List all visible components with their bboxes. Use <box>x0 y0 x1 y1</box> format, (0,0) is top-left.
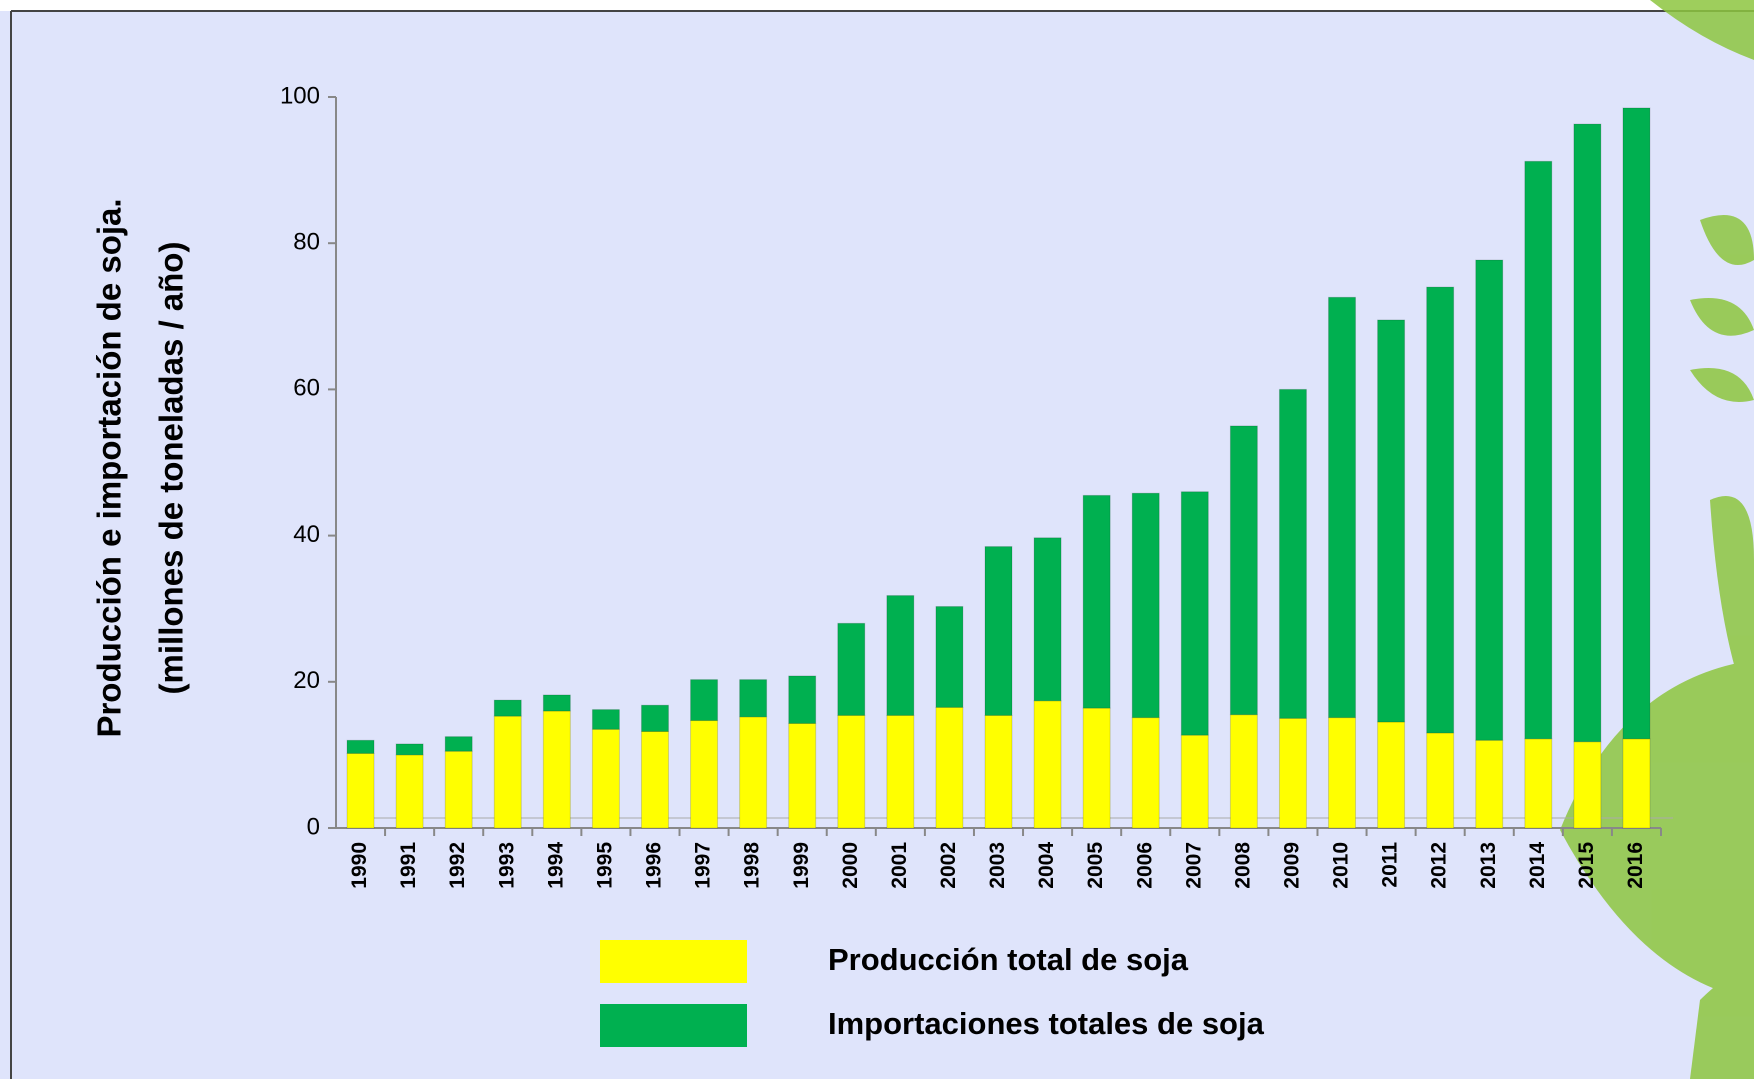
x-tick-label: 1994 <box>544 842 567 889</box>
x-tick-label: 2005 <box>1084 842 1107 889</box>
y-tick-label: 0 <box>307 813 320 840</box>
bar-segment <box>1279 718 1306 828</box>
bar-segment <box>1132 718 1159 828</box>
bar-segment <box>1623 739 1650 828</box>
bar-segment <box>789 676 816 724</box>
bar-segment <box>543 711 570 828</box>
bar-segment <box>887 715 914 828</box>
y-tick-label: 100 <box>280 82 320 109</box>
bar-segment <box>1525 739 1552 828</box>
bar-segment <box>592 729 619 828</box>
bar-segment <box>1083 495 1110 708</box>
bar-segment <box>740 717 767 828</box>
bar-segment <box>641 732 668 828</box>
bar-segment <box>985 547 1012 716</box>
bar-segment <box>494 700 521 716</box>
bar-segment <box>1623 108 1650 739</box>
x-tick-label: 2004 <box>1035 842 1058 889</box>
bar-segment <box>740 680 767 717</box>
x-tick-label: 2006 <box>1133 842 1156 889</box>
bar-segment <box>1378 722 1405 828</box>
bar-segment <box>347 740 374 753</box>
bar-segment <box>1329 718 1356 828</box>
x-tick-label: 2000 <box>839 842 862 889</box>
x-tick-label: 2011 <box>1379 842 1402 888</box>
bar-segment <box>1181 735 1208 828</box>
bar-segment <box>838 623 865 715</box>
bar-segment <box>396 744 423 755</box>
bar-segment <box>1525 161 1552 738</box>
bar-segment <box>494 716 521 828</box>
y-axis-title: (millones de toneladas / año) <box>153 242 190 695</box>
bar-segment <box>1476 260 1503 740</box>
bar-segment <box>789 723 816 828</box>
y-tick-label: 60 <box>293 375 320 402</box>
bar-segment <box>1476 740 1503 828</box>
bar-segment <box>985 715 1012 828</box>
x-tick-label: 2015 <box>1575 842 1598 889</box>
x-tick-label: 2002 <box>937 842 960 889</box>
top-band <box>0 0 1754 11</box>
x-tick-label: 2009 <box>1280 842 1303 889</box>
x-tick-label: 1997 <box>692 842 715 889</box>
bar-segment <box>1083 708 1110 828</box>
bar-segment <box>1427 733 1454 828</box>
legend-swatch <box>600 1004 747 1047</box>
bar-segment <box>396 755 423 828</box>
x-tick-label: 2007 <box>1182 842 1205 889</box>
x-tick-label: 1998 <box>741 842 764 889</box>
x-tick-label: 1999 <box>790 842 813 889</box>
bar-segment <box>838 715 865 828</box>
bar-segment <box>1034 701 1061 828</box>
x-tick-label: 2013 <box>1477 842 1500 889</box>
y-tick-label: 40 <box>293 521 320 548</box>
bar-segment <box>543 695 570 711</box>
bar-segment <box>1329 297 1356 717</box>
x-tick-label: 2008 <box>1231 842 1254 889</box>
y-tick-label: 80 <box>293 229 320 256</box>
x-tick-label: 1992 <box>446 842 469 889</box>
legend-swatch <box>600 940 747 983</box>
bar-segment <box>641 705 668 731</box>
x-tick-label: 2010 <box>1330 842 1353 889</box>
bar-segment <box>1230 715 1257 828</box>
legend-label: Importaciones totales de soja <box>828 1006 1265 1041</box>
bar-segment <box>1132 493 1159 717</box>
chart: Producción e importación de soja. (millo… <box>0 0 1754 1079</box>
bar-segment <box>445 751 472 828</box>
x-tick-label: 2012 <box>1428 842 1451 889</box>
x-tick-label: 2014 <box>1526 842 1549 889</box>
bar-segment <box>936 607 963 708</box>
bar-segment <box>691 721 718 828</box>
bar-segment <box>1378 320 1405 722</box>
bar-segment <box>936 707 963 828</box>
x-tick-label: 1993 <box>495 842 518 889</box>
x-tick-label: 1991 <box>397 842 420 889</box>
x-tick-label: 1990 <box>348 842 371 889</box>
bar-segment <box>445 737 472 752</box>
bar-segment <box>1574 124 1601 742</box>
y-tick-label: 20 <box>293 667 320 694</box>
bar-segment <box>691 680 718 721</box>
bar-segment <box>1034 538 1061 701</box>
y-axis-title: Producción e importación de soja. <box>91 198 128 737</box>
x-tick-label: 2016 <box>1624 842 1647 889</box>
x-tick-label: 1996 <box>643 842 666 889</box>
x-tick-label: 2003 <box>986 842 1009 889</box>
x-tick-label: 1995 <box>593 842 616 889</box>
bar-segment <box>1279 389 1306 718</box>
bar-segment <box>887 596 914 716</box>
bar-segment <box>1230 426 1257 715</box>
bar-segment <box>1181 492 1208 735</box>
bar-segment <box>592 710 619 730</box>
bar-segment <box>1427 287 1454 733</box>
bar-segment <box>1574 742 1601 828</box>
x-tick-label: 2001 <box>888 842 911 889</box>
bar-segment <box>347 753 374 828</box>
legend-label: Producción total de soja <box>828 942 1189 977</box>
